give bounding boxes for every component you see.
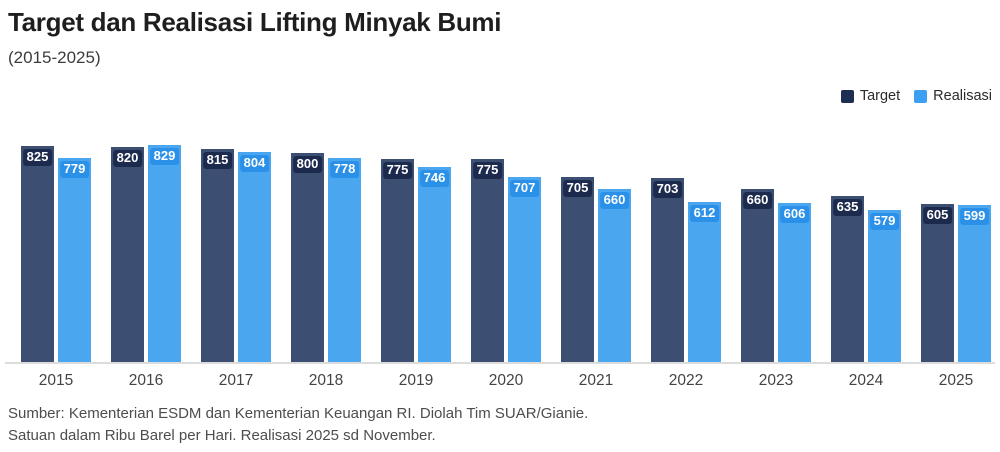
legend-item-realisasi: Realisasi <box>914 88 992 104</box>
bar-value-label: 775 <box>472 162 503 180</box>
bar-group: 800 778 2018 <box>291 117 361 389</box>
bar-group: 820 829 2016 <box>111 117 181 389</box>
x-axis-label: 2019 <box>398 372 434 389</box>
bar-value-label: 579 <box>869 213 900 231</box>
target-bar[interactable]: 775 <box>471 159 504 362</box>
legend: Target Realisasi <box>840 88 992 104</box>
realisasi-bar[interactable]: 778 <box>328 158 361 362</box>
bar-value-label: 605 <box>922 207 953 225</box>
x-axis-label: 2025 <box>938 372 974 389</box>
bar-value-label: 746 <box>419 170 450 188</box>
source-line-2: Satuan dalam Ribu Barel per Hari. Realis… <box>8 427 436 444</box>
realisasi-bar[interactable]: 579 <box>868 210 901 362</box>
target-swatch-icon <box>840 89 854 103</box>
bar-group: 775 707 2020 <box>471 117 541 389</box>
bar-value-label: 707 <box>509 180 540 198</box>
bar-group: 703 612 2022 <box>651 117 721 389</box>
bar-value-label: 804 <box>239 155 270 173</box>
bar-value-label: 829 <box>149 148 180 166</box>
bar-group: 705 660 2021 <box>561 117 631 389</box>
bar-value-label: 775 <box>382 162 413 180</box>
target-bar[interactable]: 703 <box>651 178 684 362</box>
bar-value-label: 635 <box>832 199 863 217</box>
legend-item-target: Target <box>840 88 901 104</box>
bar-value-label: 705 <box>562 180 593 198</box>
realisasi-bar[interactable]: 612 <box>688 202 721 362</box>
target-bar[interactable]: 705 <box>561 177 594 362</box>
target-bar[interactable]: 775 <box>381 159 414 362</box>
x-axis-label: 2022 <box>668 372 704 389</box>
source-line-1: Sumber: Kementerian ESDM dan Kementerian… <box>8 405 589 422</box>
bar-value-label: 606 <box>779 206 810 224</box>
target-bar[interactable]: 825 <box>21 146 54 362</box>
chart-title: Target dan Realisasi Lifting Minyak Bumi <box>8 7 502 37</box>
legend-target-label: Target <box>859 88 901 104</box>
realisasi-bar[interactable]: 707 <box>508 177 541 362</box>
target-bar[interactable]: 605 <box>921 204 954 362</box>
x-axis-label: 2024 <box>848 372 884 389</box>
x-axis-label: 2017 <box>218 372 254 389</box>
target-bar[interactable]: 635 <box>831 196 864 362</box>
target-bar[interactable]: 815 <box>201 149 234 362</box>
x-axis-label: 2023 <box>758 372 794 389</box>
x-axis-label: 2020 <box>488 372 524 389</box>
realisasi-swatch-icon <box>914 89 928 103</box>
realisasi-bar[interactable]: 779 <box>58 158 91 362</box>
bar-group: 815 804 2017 <box>201 117 271 389</box>
x-axis-label: 2021 <box>578 372 614 389</box>
bar-value-label: 778 <box>329 161 360 179</box>
realisasi-bar[interactable]: 660 <box>598 189 631 362</box>
bar-value-label: 599 <box>959 208 990 226</box>
plot-area: 825 779 2015 820 829 2016 815 804 2017 800 778 2018… <box>21 117 991 389</box>
bar-group: 660 606 2023 <box>741 117 811 389</box>
legend-realisasi-label: Realisasi <box>933 88 992 104</box>
bar-group: 775 746 2019 <box>381 117 451 389</box>
realisasi-bar[interactable]: 746 <box>418 167 451 362</box>
target-bar[interactable]: 800 <box>291 153 324 362</box>
chart-subtitle: (2015-2025) <box>8 48 101 67</box>
bar-value-label: 825 <box>22 149 53 167</box>
source-note: Sumber: Kementerian ESDM dan Kementerian… <box>8 403 588 447</box>
bar-value-label: 779 <box>59 161 90 179</box>
bar-value-label: 800 <box>292 156 323 174</box>
bar-value-label: 703 <box>652 181 683 199</box>
realisasi-bar[interactable]: 804 <box>238 152 271 362</box>
bar-value-label: 660 <box>742 192 773 210</box>
realisasi-bar[interactable]: 606 <box>778 203 811 362</box>
bar-value-label: 660 <box>599 192 630 210</box>
realisasi-bar[interactable]: 829 <box>148 145 181 362</box>
x-axis-label: 2015 <box>38 372 74 389</box>
realisasi-bar[interactable]: 599 <box>958 205 991 362</box>
bar-group: 635 579 2024 <box>831 117 901 389</box>
target-bar[interactable]: 660 <box>741 189 774 362</box>
x-axis-label: 2018 <box>308 372 344 389</box>
bar-value-label: 815 <box>202 152 233 170</box>
target-bar[interactable]: 820 <box>111 147 144 362</box>
bar-group: 605 599 2025 <box>921 117 991 389</box>
x-axis-label: 2016 <box>128 372 164 389</box>
x-axis-baseline <box>5 362 995 364</box>
bar-value-label: 820 <box>112 150 143 168</box>
bar-value-label: 612 <box>689 205 720 223</box>
bar-group: 825 779 2015 <box>21 117 91 389</box>
